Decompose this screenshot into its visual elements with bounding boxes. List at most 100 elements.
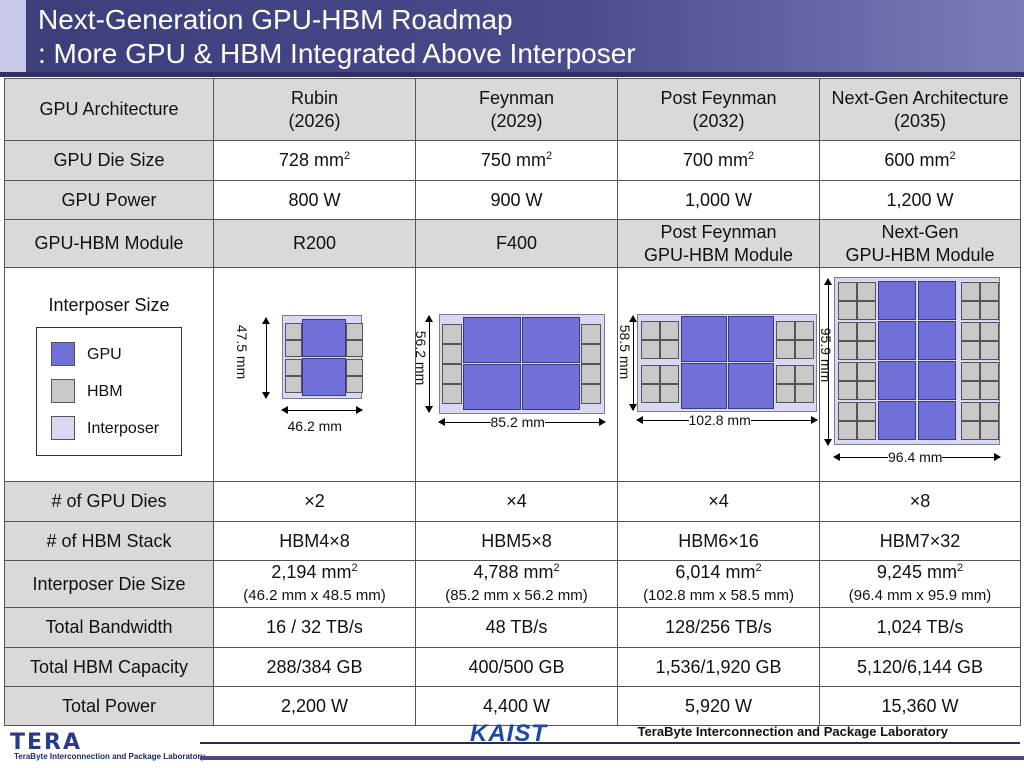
gpu-die — [878, 360, 916, 400]
height-dimension — [424, 314, 433, 413]
height-dimension — [261, 316, 270, 399]
gpu-die — [521, 363, 580, 410]
gpu-die — [680, 362, 727, 409]
gpu-dies-cell: ×4 — [617, 481, 820, 522]
gpu-die — [878, 320, 916, 360]
hbm-stack — [961, 361, 980, 381]
gpu-dies-cell: ×2 — [213, 481, 416, 522]
interposer-figure-next-gen: 95.9 mm 96.4 mm — [818, 267, 1021, 482]
gpu-power-cell: 900 W — [415, 180, 618, 220]
slide-subtitle: : More GPU & HBM Integrated Above Interp… — [38, 38, 636, 69]
arch-year: (2029) — [490, 110, 543, 131]
gpu-die — [918, 280, 956, 320]
interposer-figure-rubin: 47.5 mm 46.2 mm — [213, 267, 416, 482]
gpu-power-cell: 800 W — [213, 180, 416, 220]
arch-cell-rubin: Rubin (2026) — [213, 78, 416, 141]
legend-hbm: HBM — [51, 373, 181, 410]
total-power-cell: 15,360 W — [819, 686, 1021, 726]
arch-cell-feynman: Feynman (2029) — [415, 78, 618, 141]
hbm-stack — [284, 358, 302, 376]
figure-next-gen: 95.9 mm 96.4 mm — [818, 276, 1018, 473]
row-label-interposer-die-size: Interposer Die Size — [4, 560, 214, 608]
hbm-stack — [838, 361, 857, 381]
arch-name: Post Feynman — [660, 87, 777, 108]
width-label: 85.2 mm — [490, 413, 545, 430]
hbm-stack — [775, 364, 795, 384]
legend-interposer: Interposer — [51, 410, 181, 447]
hbm-stack — [775, 383, 795, 403]
hbm-stack — [345, 339, 363, 357]
gpu-die — [301, 357, 346, 396]
figure-rubin: 47.5 mm 46.2 mm — [230, 310, 400, 440]
height-label: 95.9 mm — [818, 327, 834, 382]
interposer-die-size-cell: 4,788 mm2 (85.2 mm x 56.2 mm) — [415, 560, 618, 608]
hbm-stack — [284, 375, 302, 393]
hbm-stack — [838, 340, 857, 360]
tera-logo: TERA — [10, 730, 83, 755]
width-label: 46.2 mm — [287, 417, 342, 434]
hbm-stack — [640, 383, 660, 403]
hbm-stack — [857, 300, 876, 320]
interposer-swatch — [51, 416, 75, 440]
arch-year: (2026) — [288, 110, 341, 131]
hbm-stack-cell: HBM5×8 — [415, 521, 618, 561]
gpu-power-cell: 1,000 W — [617, 180, 820, 220]
row-label-interposer-size: Interposer Size — [48, 294, 170, 315]
hbm-stack — [345, 322, 363, 340]
hbm-stack — [980, 300, 999, 320]
gpu-die — [521, 316, 580, 363]
hbm-stack — [794, 339, 814, 359]
hbm-stack — [659, 339, 679, 359]
row-label-hbm-stack: # of HBM Stack — [4, 521, 214, 561]
hbm-stack-cell: HBM6×16 — [617, 521, 820, 561]
gpu-swatch — [51, 342, 75, 366]
legend-gpu: GPU — [51, 336, 181, 373]
arch-cell-next-gen: Next-Gen Architecture (2035) — [819, 78, 1021, 141]
hbm-stack — [980, 401, 999, 421]
hbm-stack — [838, 380, 857, 400]
hbm-stack — [857, 380, 876, 400]
legend: GPU HBM Interposer — [36, 326, 182, 456]
arch-year: (2035) — [893, 110, 947, 131]
module-cell: R200 — [213, 219, 416, 268]
hbm-stack — [580, 383, 601, 404]
interposer-label-cell: Interposer Size GPU HBM Interposer — [4, 267, 214, 482]
hbm-stack — [284, 322, 302, 340]
hbm-stack — [441, 363, 462, 384]
hbm-stack — [775, 339, 795, 359]
row-label-capacity: Total HBM Capacity — [4, 647, 214, 687]
header-rule — [0, 72, 1024, 77]
row-module: GPU-HBM Module R200 F400 Post Feynman GPU… — [4, 219, 1021, 268]
hbm-stack — [961, 321, 980, 341]
die-size-cell: 600 mm2 — [819, 140, 1021, 181]
hbm-stack — [345, 358, 363, 376]
hbm-stack — [640, 320, 660, 340]
roadmap-table: GPU Architecture Rubin (2026) Feynman (202… — [4, 78, 1021, 726]
gpu-die — [918, 400, 956, 440]
footer-bar — [200, 756, 1024, 760]
hbm-stack — [961, 420, 980, 440]
hbm-stack — [659, 383, 679, 403]
row-interposer-die-size: Interposer Die Size 2,194 mm2 (46.2 mm x … — [4, 560, 1021, 608]
hbm-stack — [961, 281, 980, 301]
hbm-stack — [580, 323, 601, 344]
height-dimension — [824, 277, 832, 446]
bandwidth-cell: 16 / 32 TB/s — [213, 607, 416, 648]
hbm-stack-cell: HBM4×8 — [213, 521, 416, 561]
row-architecture: GPU Architecture Rubin (2026) Feynman (202… — [4, 78, 1021, 141]
hbm-stack — [961, 340, 980, 360]
hbm-stack — [838, 321, 857, 341]
gpu-die — [878, 400, 916, 440]
hbm-stack — [580, 343, 601, 364]
row-die-size: GPU Die Size 728 mm2 750 mm2 700 mm2 600… — [4, 140, 1021, 181]
footer-rule — [200, 742, 1020, 744]
row-label-module: GPU-HBM Module — [4, 219, 214, 268]
hbm-stack — [794, 383, 814, 403]
hbm-stack — [794, 320, 814, 340]
gpu-die — [727, 315, 774, 362]
hbm-stack — [961, 380, 980, 400]
hbm-stack — [838, 401, 857, 421]
row-label-bandwidth: Total Bandwidth — [4, 607, 214, 648]
hbm-stack — [980, 420, 999, 440]
total-power-cell: 4,400 W — [415, 686, 618, 726]
